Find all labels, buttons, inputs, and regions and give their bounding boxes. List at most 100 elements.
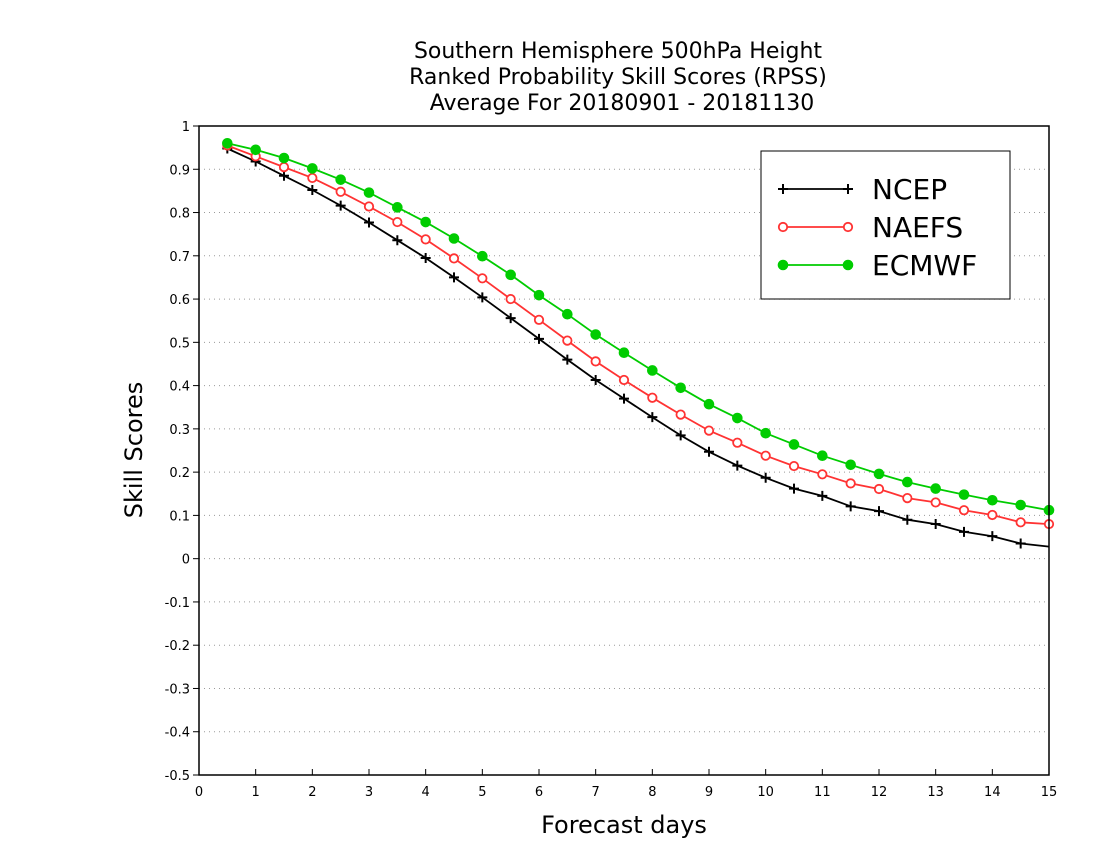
ecmwf-point — [788, 439, 800, 450]
naefs-point — [392, 216, 403, 228]
naefs-point — [335, 186, 346, 197]
ecmwf-point — [845, 459, 856, 471]
ecmwf-point — [873, 468, 885, 480]
x-axis-ticks: 0 1 2 3 4 5 6 7 8 9 10 11 12 13 14 15 — [195, 769, 1057, 800]
x-tick-label: 12 — [871, 785, 888, 800]
ecmwf-point — [618, 347, 630, 359]
naefs-point — [448, 253, 460, 264]
ecmwf-point — [817, 450, 828, 461]
ncep-point — [704, 446, 714, 457]
x-tick-label: 13 — [927, 785, 944, 800]
ncep-point — [505, 313, 516, 324]
ecmwf-point — [902, 476, 913, 488]
x-axis-label: Forecast days — [541, 811, 707, 839]
y-tick-label: 1 — [182, 120, 190, 135]
legend-entry-naefs: NAEFS — [777, 211, 963, 244]
y-tick-label: -0.1 — [165, 596, 190, 611]
ncep-point — [732, 460, 743, 471]
ncep-point — [845, 501, 856, 512]
ncep-point — [902, 514, 913, 525]
y-tick-label: -0.4 — [165, 726, 190, 741]
legend-label-naefs: NAEFS — [872, 211, 963, 244]
naefs-point — [902, 492, 913, 504]
naefs-point — [703, 425, 715, 436]
naefs-point — [562, 335, 573, 346]
ecmwf-point — [590, 329, 601, 340]
legend-box — [760, 150, 1011, 300]
ncep-point — [987, 531, 998, 542]
plot-frame — [198, 125, 1050, 776]
ncep-point — [534, 333, 544, 344]
ecmwf-point — [562, 308, 573, 320]
chart-title-line-2: Ranked Probability Skill Scores (RPSS) — [409, 65, 827, 90]
legend-entry-ecmwf: ECMWF — [777, 249, 977, 282]
y-tick-label: -0.5 — [165, 769, 190, 784]
ncep-point — [817, 490, 828, 501]
x-tick-label: 1 — [252, 785, 260, 800]
ecmwf-point — [760, 427, 771, 439]
ncep-point — [1015, 538, 1026, 549]
naefs-point — [590, 356, 601, 367]
chart-title: Southern Hemisphere 500hPa Height Ranked… — [409, 39, 827, 116]
y-tick-label: 0.9 — [169, 163, 190, 178]
naefs-point — [958, 505, 970, 516]
ncep-point — [335, 200, 346, 211]
ncep-point — [959, 526, 969, 537]
y-tick-label: -0.3 — [165, 682, 190, 697]
plot-series — [222, 138, 1055, 549]
x-tick-label: 2 — [308, 785, 316, 800]
y-tick-label: 0.4 — [169, 380, 190, 395]
ncep-point — [590, 374, 601, 385]
ncep-point — [562, 354, 573, 365]
naefs-point — [760, 450, 771, 461]
x-tick-label: 3 — [365, 785, 373, 800]
ecmwf-point — [1015, 499, 1026, 511]
ncep-point — [364, 217, 374, 228]
y-tick-label: 0 — [182, 553, 190, 568]
ncep-point — [675, 430, 686, 441]
naefs-point — [363, 201, 375, 212]
x-tick-label: 7 — [592, 785, 600, 800]
legend-naefs-point — [777, 221, 789, 233]
ecmwf-point — [420, 216, 431, 228]
ecmwf-point — [250, 144, 261, 156]
gridlines — [199, 168, 1049, 733]
naefs-point — [533, 314, 545, 325]
y-tick-label: 0.3 — [169, 423, 190, 438]
ncep-point — [874, 506, 884, 517]
series-naefs — [222, 140, 1055, 530]
ncep-point — [307, 185, 318, 196]
ecmwf-point — [448, 233, 460, 244]
naefs-point — [647, 392, 658, 403]
ecmwf-point — [477, 250, 488, 262]
naefs-point — [278, 162, 290, 173]
ecmwf-point — [930, 483, 941, 494]
x-tick-label: 10 — [757, 785, 774, 800]
naefs-point — [817, 469, 828, 480]
x-tick-label: 5 — [478, 785, 486, 800]
naefs-point — [732, 437, 743, 448]
x-tick-label: 8 — [648, 785, 656, 800]
ncep-point — [420, 252, 431, 263]
x-tick-label: 6 — [535, 785, 543, 800]
chart-title-line-1: Southern Hemisphere 500hPa Height — [414, 39, 822, 64]
ecmwf-point — [987, 494, 998, 506]
x-tick-label: 11 — [814, 785, 831, 800]
ncep-point — [619, 393, 629, 404]
ncep-point — [647, 412, 658, 423]
legend-label-ncep: NCEP — [872, 173, 947, 206]
x-tick-label: 14 — [984, 785, 1001, 800]
naefs-point — [307, 172, 318, 184]
naefs-point — [873, 483, 885, 495]
y-tick-label: 0.1 — [169, 509, 190, 524]
ecmwf-point — [278, 152, 290, 164]
ecmwf-point — [675, 382, 686, 394]
legend: NCEP NAEFS ECMWF — [760, 150, 1011, 300]
ecmwf-point — [222, 138, 233, 149]
y-tick-label: 0.7 — [169, 250, 190, 265]
chart-title-line-3: Average For 20180901 - 20181130 — [430, 91, 815, 116]
y-tick-label: 0.2 — [169, 466, 190, 481]
y-axis-ticks: -0.5 -0.4 -0.3 -0.2 -0.1 0 0.1 0.2 0.3 0.4 0.5 0.6 0… — [165, 120, 199, 784]
legend-ncep-point — [843, 184, 853, 194]
ecmwf-point — [505, 269, 516, 281]
